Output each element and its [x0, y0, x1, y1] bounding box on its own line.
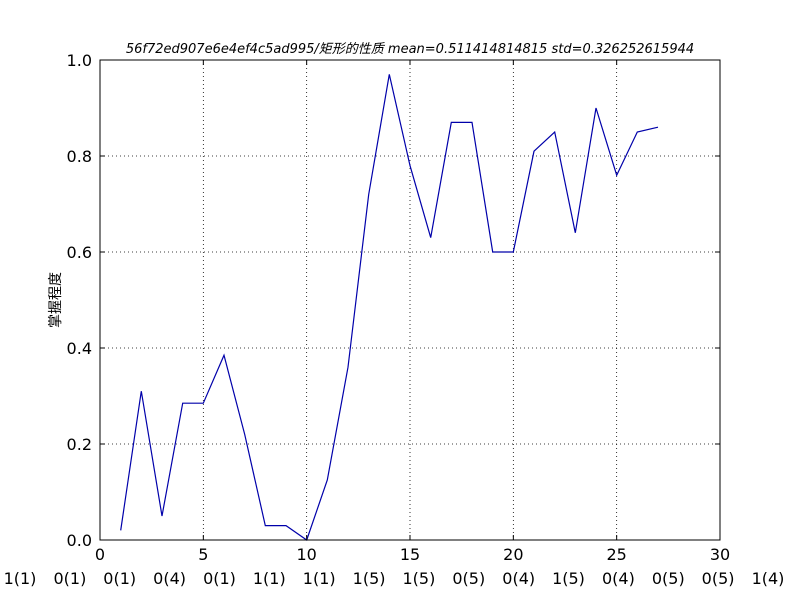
x-tick-label: 0 — [95, 545, 105, 564]
x-tick-labels: 0 5 10 15 20 25 30 — [95, 545, 730, 564]
bottom-label: 1(1) — [253, 569, 286, 588]
bottom-label: 0(5) — [652, 569, 685, 588]
bottom-label: 0(4) — [602, 569, 635, 588]
x-tick-label: 15 — [400, 545, 420, 564]
bottom-label: 1(5) — [353, 569, 386, 588]
bottom-label: 0(1) — [103, 569, 136, 588]
x-tick-label: 25 — [606, 545, 626, 564]
y-tick-label: 0.0 — [67, 531, 92, 550]
x-tick-label: 5 — [198, 545, 208, 564]
bottom-label: 0(1) — [53, 569, 86, 588]
x-tick-label: 20 — [503, 545, 523, 564]
chart-title: 56f72ed907e6e4ef4c5ad995/矩形的性质 mean=0.51… — [126, 42, 694, 57]
y-tick-label: 0.8 — [67, 147, 92, 166]
bottom-label: 1(1) — [4, 569, 37, 588]
bottom-label: 1(4) — [752, 569, 785, 588]
bottom-label: 0(4) — [153, 569, 186, 588]
y-tick-label: 0.4 — [67, 339, 92, 358]
y-tick-label: 0.2 — [67, 435, 92, 454]
x-tick-label: 10 — [296, 545, 316, 564]
grid-lines — [100, 60, 720, 540]
bottom-label: 1(5) — [402, 569, 435, 588]
bottom-label: 1(1) — [303, 569, 336, 588]
x-tick-label: 30 — [710, 545, 730, 564]
axis-ticks — [99, 59, 721, 541]
y-axis-label: 掌握程度 — [48, 272, 64, 328]
bottom-label: 0(1) — [203, 569, 236, 588]
y-tick-label: 0.6 — [67, 243, 92, 262]
bottom-labels: 1(1) 0(1) 0(1) 0(4) 0(1) 1(1) 1(1) 1(5) 1(5) 0(5)… — [4, 569, 785, 588]
bottom-label: 0(5) — [702, 569, 735, 588]
bottom-label: 1(5) — [552, 569, 585, 588]
y-tick-labels: 0.0 0.2 0.4 0.6 0.8 1.0 — [67, 51, 92, 550]
series-line — [120, 74, 659, 541]
series-layer — [120, 74, 659, 541]
y-tick-label: 1.0 — [67, 51, 92, 70]
bottom-label: 0(5) — [452, 569, 485, 588]
bottom-label: 0(4) — [502, 569, 535, 588]
